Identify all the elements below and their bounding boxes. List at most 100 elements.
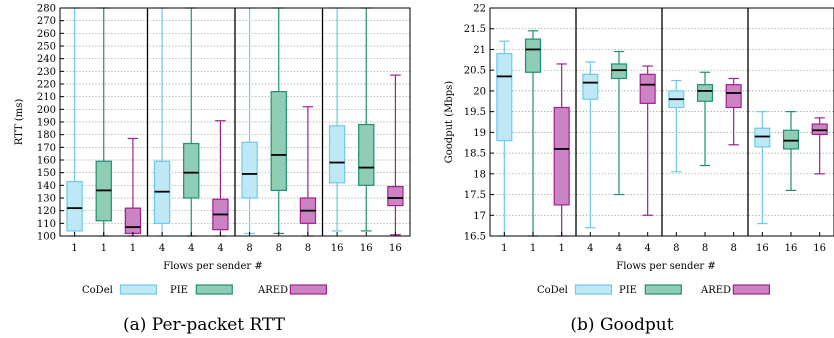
box-pie-16	[359, 8, 374, 231]
iqr-box	[359, 125, 374, 186]
legend-label-ared: ARED	[700, 285, 731, 296]
y-tick-label: 220	[37, 80, 56, 91]
x-tick-label: 8	[730, 243, 736, 254]
y-tick-label: 200	[37, 105, 56, 116]
y-tick-label: 210	[37, 92, 56, 103]
iqr-box	[726, 85, 741, 108]
y-tick-label: 180	[37, 130, 56, 141]
iqr-box	[330, 126, 345, 183]
y-tick-label: 19.5	[464, 107, 486, 118]
y-tick-label: 19	[473, 128, 486, 139]
x-tick-label: 8	[276, 243, 282, 254]
y-tick-label: 250	[37, 42, 56, 53]
y-tick-label: 130	[37, 194, 56, 205]
y-tick-label: 160	[37, 156, 56, 167]
x-tick-label: 1	[530, 243, 536, 254]
x-tick-label: 4	[616, 243, 622, 254]
box-pie-8	[271, 8, 286, 233]
x-tick-label: 16	[360, 243, 373, 254]
x-tick-label: 4	[159, 243, 165, 254]
y-tick-label: 140	[37, 181, 56, 192]
y-tick-label: 150	[37, 168, 56, 179]
y-tick-label: 21.5	[464, 24, 486, 35]
box-codel-16	[330, 8, 345, 231]
iqr-box	[755, 128, 770, 147]
x-tick-label: 4	[644, 243, 650, 254]
caption-goodput: (b) Goodput	[570, 315, 673, 335]
box-ared-4	[640, 66, 655, 215]
x-tick-label: 16	[756, 243, 769, 254]
y-tick-label: 260	[37, 29, 56, 40]
box-codel-8	[242, 8, 257, 233]
y-tick-label: 17	[473, 211, 486, 222]
legend-swatch-codel	[576, 285, 612, 294]
y-axis-label: Goodput (Mbps)	[444, 81, 455, 164]
y-tick-label: 22	[473, 4, 486, 15]
y-tick-label: 21	[473, 45, 486, 56]
y-tick-label: 110	[37, 219, 56, 230]
legend-swatch-codel	[121, 285, 157, 294]
iqr-box	[526, 39, 541, 72]
x-tick-label: 16	[813, 243, 826, 254]
x-tick-label: 1	[130, 243, 136, 254]
y-tick-label: 20.5	[464, 66, 486, 77]
x-tick-label: 8	[702, 243, 708, 254]
x-tick-label: 8	[305, 243, 311, 254]
legend-label-pie: PIE	[170, 285, 188, 296]
y-tick-label: 170	[37, 143, 56, 154]
x-tick-label: 4	[188, 243, 194, 254]
legend-label-pie: PIE	[619, 285, 637, 296]
box-ared-16	[812, 118, 827, 174]
legend-swatch-pie	[645, 285, 681, 294]
iqr-box	[388, 187, 403, 206]
caption-rtt: (a) Per-packet RTT	[123, 315, 286, 335]
y-tick-label: 230	[37, 67, 56, 78]
x-tick-label: 1	[71, 243, 77, 254]
rtt-legend: CoDel PIE ARED	[82, 285, 326, 296]
x-tick-label: 16	[785, 243, 798, 254]
iqr-box	[67, 182, 82, 231]
box-codel-1	[497, 41, 512, 236]
x-tick-label: 8	[246, 243, 252, 254]
x-tick-label: 16	[331, 243, 344, 254]
y-tick-label: 16.5	[464, 232, 486, 243]
goodput-legend: CoDel PIE ARED	[537, 285, 769, 296]
iqr-box	[698, 85, 713, 102]
iqr-box	[583, 74, 598, 99]
y-tick-label: 190	[37, 118, 56, 129]
iqr-box	[125, 208, 140, 233]
box-ared-4	[213, 121, 228, 236]
y-tick-label: 240	[37, 54, 56, 65]
box-pie-8	[698, 72, 713, 165]
iqr-box	[640, 74, 655, 103]
box-pie-4	[612, 52, 627, 195]
legend-swatch-ared	[290, 285, 326, 294]
iqr-box	[784, 130, 799, 149]
y-tick-label: 20	[473, 86, 486, 97]
box-ared-8	[300, 107, 315, 236]
legend-label-codel: CoDel	[82, 285, 113, 296]
iqr-box	[812, 124, 827, 134]
y-axis-label: RTT (ms)	[14, 99, 25, 146]
x-tick-label: 16	[389, 243, 402, 254]
iqr-box	[271, 92, 286, 191]
x-tick-label: 1	[101, 243, 107, 254]
y-tick-label: 18.5	[464, 149, 486, 160]
box-codel-16	[755, 112, 770, 224]
legend-swatch-pie	[196, 285, 232, 294]
y-tick-label: 100	[37, 232, 56, 243]
iqr-box	[242, 142, 257, 198]
y-tick-label: 270	[37, 16, 56, 27]
x-axis-label: Flows per sender #	[163, 261, 262, 272]
y-tick-label: 280	[37, 4, 56, 15]
legend-label-ared: ARED	[257, 285, 288, 296]
y-tick-label: 17.5	[464, 190, 486, 201]
x-tick-label: 4	[587, 243, 593, 254]
box-codel-8	[669, 81, 684, 172]
x-tick-label: 8	[673, 243, 679, 254]
box-ared-1	[554, 64, 569, 236]
box-codel-4	[583, 62, 598, 228]
iqr-box	[497, 54, 512, 141]
iqr-box	[184, 144, 199, 198]
